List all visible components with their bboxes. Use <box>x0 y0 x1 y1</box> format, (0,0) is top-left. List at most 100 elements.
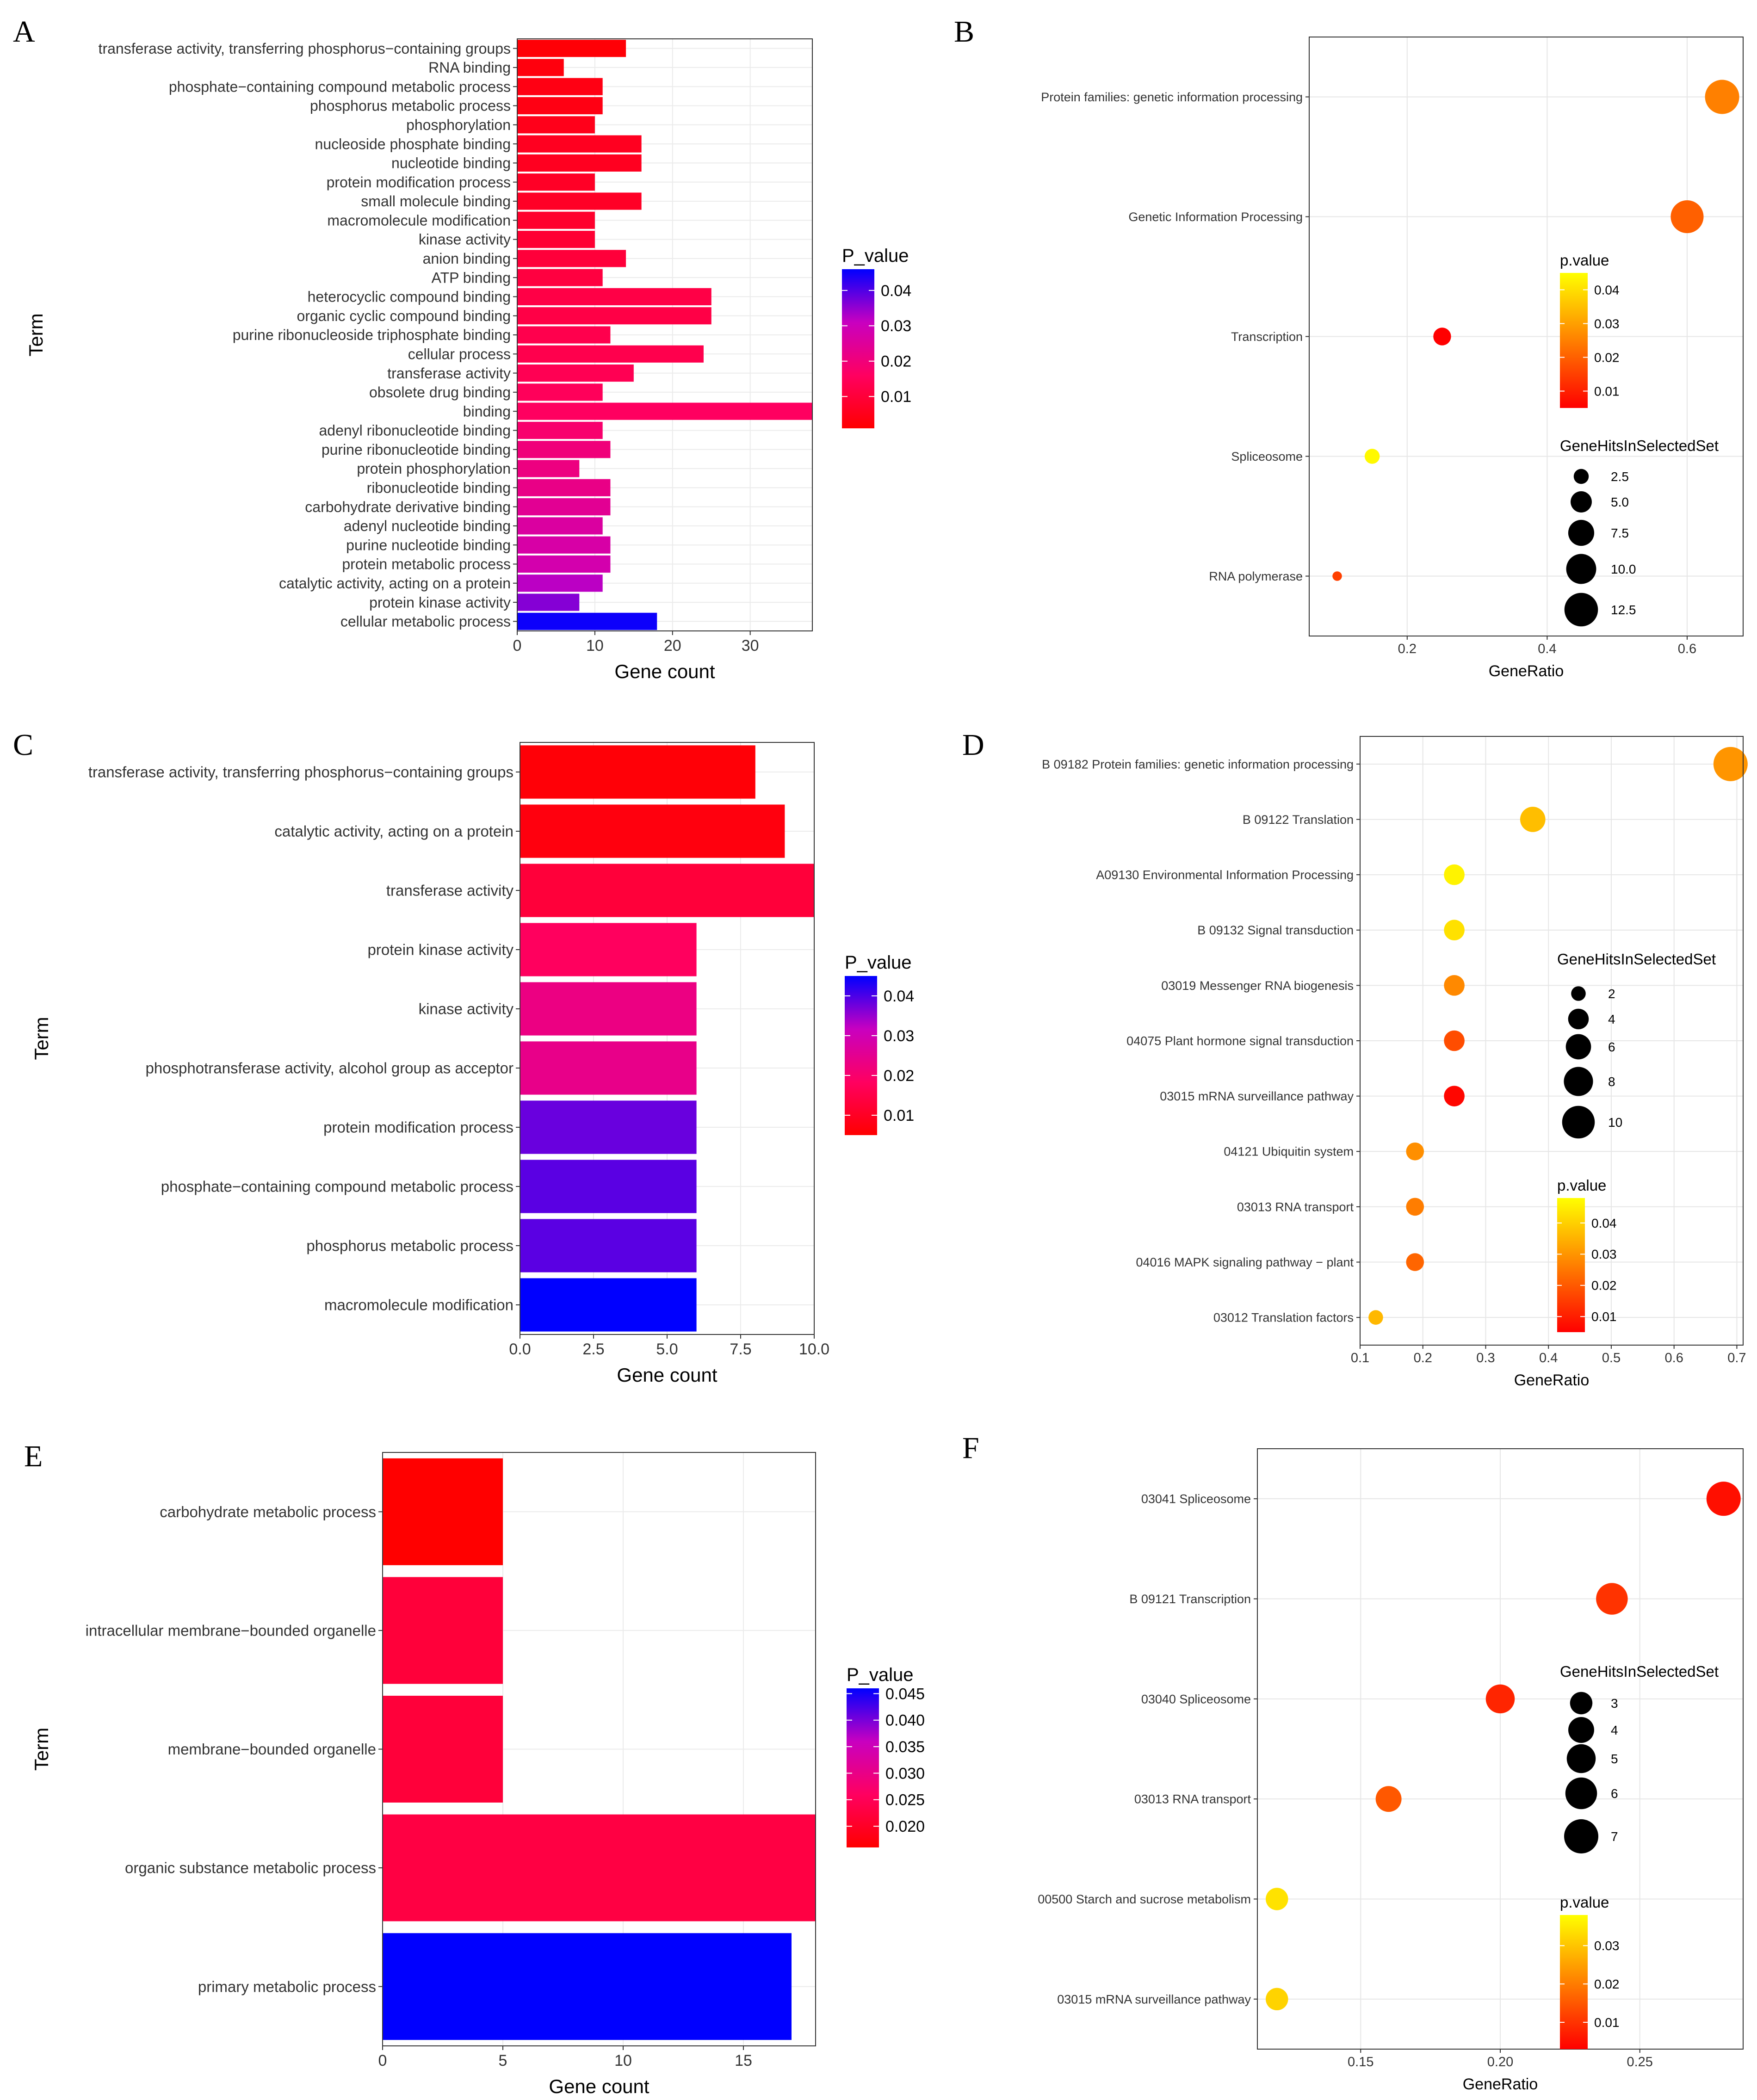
panel-d-size-legend-label: 10 <box>1608 1115 1622 1130</box>
panel-c-category-label: kinase activity <box>419 1001 514 1018</box>
panel-b-category-label: Spliceosome <box>1231 450 1303 463</box>
panel-a-bar <box>517 307 711 325</box>
panel-a-bar <box>517 230 595 248</box>
panel-d-plot-border <box>1360 736 1744 1346</box>
panel-b-xlabel: GeneRatio <box>1489 662 1564 680</box>
panel-c-xlabel: Gene count <box>617 1364 717 1386</box>
panel-d-xtick-label: 0.2 <box>1414 1351 1432 1365</box>
panel-f-xtick-label: 0.25 <box>1627 2055 1652 2069</box>
panel-a-colorbar-label: 0.04 <box>881 282 911 300</box>
panel-d-category-label: 03019 Messenger RNA biogenesis <box>1161 979 1354 993</box>
panel-a-bar <box>517 498 611 516</box>
panel-c-ylabel: Term <box>31 1017 52 1060</box>
panel-d-category-label: B 09132 Signal transduction <box>1197 923 1354 937</box>
panel-b-point <box>1670 200 1704 234</box>
panel-b-category-label: Genetic Information Processing <box>1128 210 1303 224</box>
panel-c-bar <box>520 1278 697 1332</box>
panel-b-xtick-label: 0.2 <box>1398 642 1417 656</box>
panel-c-bar <box>520 804 785 858</box>
panel-c-bar <box>520 745 755 799</box>
panel-a-category-label: protein metabolic process <box>342 556 511 573</box>
panel-a-category-label: ATP binding <box>432 269 511 286</box>
panel-b-xtick-label: 0.4 <box>1538 642 1556 656</box>
panel-c-colorbar-label: 0.04 <box>884 988 914 1005</box>
panel-a-bar <box>517 154 642 172</box>
panel-d-size-legend-label: 8 <box>1608 1075 1615 1089</box>
panel-a-category-label: purine ribonucleotide binding <box>322 441 511 458</box>
panel-c-bar <box>520 1160 697 1213</box>
panel-c-colorbar <box>845 976 877 1135</box>
panel-a-category-label: heterocyclic compound binding <box>308 289 511 305</box>
panel-c-bar <box>520 864 814 917</box>
panel-c-category-label: phosphate−containing compound metabolic … <box>161 1178 513 1195</box>
panel-a-category-label: anion binding <box>423 250 511 267</box>
panel-a-bar <box>517 479 611 496</box>
panel-c-category-label: catalytic activity, acting on a protein <box>274 823 513 840</box>
panel-a-bar <box>517 173 595 191</box>
panel-b-size-legend-title: GeneHitsInSelectedSet <box>1560 437 1719 454</box>
panel-f-colorbar <box>1560 1915 1588 2049</box>
panel-c-colorbar-label: 0.02 <box>884 1067 914 1085</box>
panel-e-category-label: membrane−bounded organelle <box>168 1741 376 1758</box>
panel-f-category-label: 03015 mRNA surveillance pathway <box>1057 1992 1251 2006</box>
panel-a-category-label: nucleotide binding <box>391 155 511 172</box>
panel-a-category-label: macromolecule modification <box>327 212 511 229</box>
panel-f-category-label: 03040 Spliceosome <box>1141 1692 1251 1706</box>
panel-f-size-legend-dot <box>1565 1777 1597 1810</box>
panel-f-colorbar-title: p.value <box>1560 1894 1609 1911</box>
panel-d-size-legend-label: 4 <box>1608 1012 1615 1026</box>
panel-e-category-label: carbohydrate metabolic process <box>160 1503 376 1520</box>
panel-b-size-legend-dot <box>1566 554 1596 584</box>
panel-c-bar <box>520 1219 697 1272</box>
panel-d-size-legend-dot <box>1565 1034 1591 1060</box>
panel-a-bar <box>517 269 603 286</box>
panel-b-colorbar-label: 0.02 <box>1594 350 1620 364</box>
panel-a-bar <box>517 383 603 401</box>
panel-b-colorbar-label: 0.01 <box>1594 384 1620 398</box>
panel-c-xtick-label: 7.5 <box>730 1340 751 1358</box>
panel-a-xtick-label: 10 <box>586 637 604 655</box>
panel-a-category-label: nucleoside phosphate binding <box>315 136 511 152</box>
panel-a-category-label: obsolete drug binding <box>369 384 511 401</box>
panel-a-category-label: adenyl nucleotide binding <box>344 518 511 534</box>
panel-d-size-legend-label: 6 <box>1608 1040 1615 1054</box>
panel-d-size-legend-dot <box>1562 1106 1595 1139</box>
panel-d-point <box>1444 1086 1465 1106</box>
panel-f-category-label: B 09121 Transcription <box>1129 1592 1251 1606</box>
panel-e-colorbar-label: 0.030 <box>885 1765 925 1782</box>
panel-e-bar <box>383 1933 792 2040</box>
panel-d-category-label: B 09182 Protein families: genetic inform… <box>1042 757 1354 771</box>
panel-a-category-label: ribonucleotide binding <box>367 480 511 496</box>
panel-label-d: D <box>962 728 984 762</box>
panel-d-category-label: A09130 Environmental Information Process… <box>1096 868 1354 882</box>
panel-a-bar <box>517 250 626 267</box>
panel-d-category-label: 03012 Translation factors <box>1213 1311 1354 1325</box>
panel-a-bar <box>517 97 603 115</box>
panel-a-plot-border <box>517 38 813 631</box>
panel-f-size-legend-title: GeneHitsInSelectedSet <box>1560 1663 1719 1680</box>
panel-a-bar <box>517 135 642 153</box>
panel-c-xtick-label: 0.0 <box>509 1340 531 1358</box>
panel-d-xtick-label: 0.4 <box>1539 1351 1558 1365</box>
panel-f-category-label: 03041 Spliceosome <box>1141 1492 1251 1506</box>
panel-f-point <box>1266 1888 1288 1910</box>
panel-label-f: F <box>962 1431 979 1465</box>
panel-d-colorbar <box>1557 1198 1585 1332</box>
panel-a-bar <box>517 402 812 420</box>
panel-c-category-label: macromolecule modification <box>324 1297 513 1314</box>
panel-d-xtick-label: 0.6 <box>1665 1351 1683 1365</box>
panel-a-colorbar-label: 0.02 <box>881 353 911 371</box>
panel-f-colorbar-label: 0.03 <box>1594 1939 1620 1953</box>
panel-a-xtick-label: 30 <box>742 637 759 655</box>
panel-f-colorbar-label: 0.01 <box>1594 2015 1620 2030</box>
panel-e-xtick-label: 15 <box>735 2052 752 2069</box>
panel-d-category-label: 04075 Plant hormone signal transduction <box>1126 1034 1354 1048</box>
panel-b-size-legend-label: 5.0 <box>1611 495 1629 509</box>
panel-a-bar <box>517 326 611 344</box>
panel-d-point <box>1520 807 1546 832</box>
panel-c-category-label: protein kinase activity <box>368 941 514 958</box>
panel-d-size-legend-title: GeneHitsInSelectedSet <box>1557 951 1716 968</box>
panel-a-bar <box>517 536 611 554</box>
panel-e-category-label: primary metabolic process <box>198 1978 376 1995</box>
panel-e-xtick-label: 10 <box>614 2052 632 2069</box>
